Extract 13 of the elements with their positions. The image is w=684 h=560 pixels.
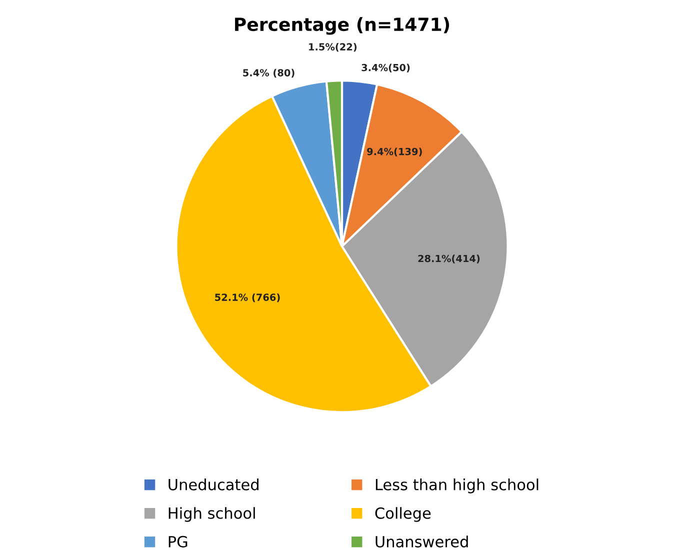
legend-label: Uneducated xyxy=(168,478,258,490)
legend-label: PG xyxy=(168,536,188,548)
legend-label: College xyxy=(375,507,431,522)
data-label: 3.4%(50) xyxy=(362,64,410,72)
data-label: 1.5%(22) xyxy=(309,43,357,52)
data-label: 5.4% (80) xyxy=(243,68,294,78)
legend-label: Less than high school xyxy=(376,478,538,494)
data-label: 52.1% (766) xyxy=(215,293,280,302)
legend-label: High school xyxy=(168,507,255,522)
legend-label: Unanswered xyxy=(376,536,468,548)
data-label: 28.1%(414) xyxy=(418,254,480,264)
chart-title: Percentage (n=1471) xyxy=(235,17,450,35)
data-label: 9.4%(139) xyxy=(367,148,422,156)
